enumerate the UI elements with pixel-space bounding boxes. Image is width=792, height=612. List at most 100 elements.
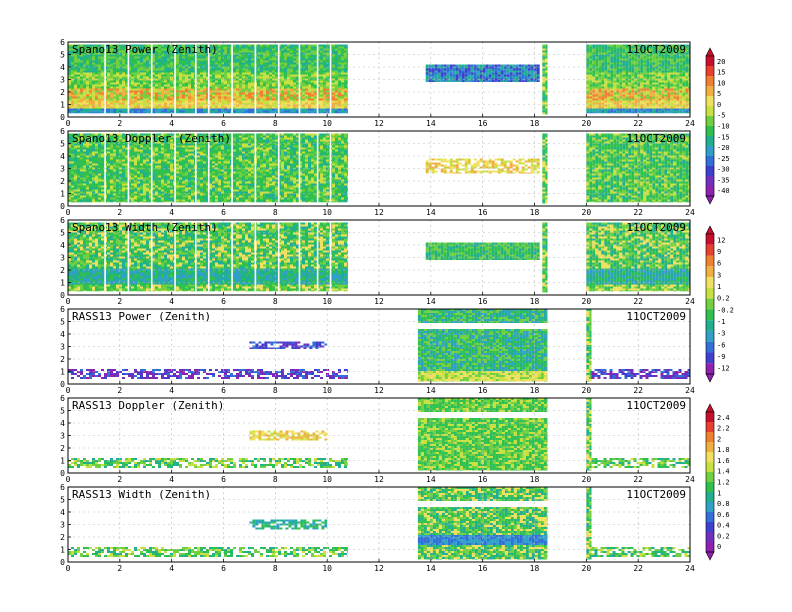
- heatmap-cell: [685, 104, 689, 107]
- heatmap-cell: [98, 92, 101, 95]
- heatmap-cell: [203, 86, 206, 89]
- heatmap-cell: [116, 60, 119, 63]
- heatmap-cell: [284, 88, 287, 91]
- heatmap-cell: [200, 44, 203, 47]
- heatmap-cell: [604, 48, 608, 51]
- heatmap-cell: [652, 94, 656, 97]
- heatmap-cell: [655, 86, 659, 89]
- heatmap-cell: [317, 50, 320, 53]
- heatmap-cell: [116, 90, 119, 93]
- heatmap-cell: [110, 70, 113, 73]
- heatmap-cell: [170, 44, 173, 47]
- heatmap-cell: [341, 56, 344, 59]
- heatmap-cell: [655, 76, 659, 79]
- heatmap-cell: [637, 104, 641, 107]
- heatmap-cell: [320, 110, 323, 113]
- heatmap-cell: [464, 64, 468, 67]
- heatmap-cell: [146, 104, 149, 107]
- heatmap-cell: [473, 68, 477, 71]
- heatmap-cell: [242, 100, 245, 103]
- heatmap-cell: [344, 50, 347, 53]
- heatmap-cell: [518, 72, 522, 75]
- heatmap-cell: [586, 46, 590, 49]
- heatmap-cell: [95, 112, 98, 114]
- heatmap-cell: [284, 92, 287, 95]
- heatmap-cell: [613, 44, 617, 47]
- heatmap-cell: [269, 82, 272, 85]
- heatmap-cell: [631, 90, 635, 93]
- heatmap-cell: [308, 88, 311, 91]
- heatmap-cell: [185, 82, 188, 85]
- heatmap-cell: [326, 70, 329, 73]
- heatmap-cell: [251, 80, 254, 83]
- heatmap-cell: [458, 70, 462, 73]
- heatmap-cell: [140, 104, 143, 107]
- heatmap-cell: [604, 80, 608, 83]
- heatmap-cell: [164, 44, 167, 47]
- heatmap-cell: [619, 102, 623, 105]
- heatmap-cell: [281, 54, 284, 57]
- heatmap-cell: [140, 110, 143, 113]
- heatmap-cell: [667, 60, 671, 63]
- heatmap-cell: [655, 74, 659, 77]
- heatmap-cell: [338, 62, 341, 65]
- heatmap-cell: [625, 104, 629, 107]
- heatmap-cell: [341, 58, 344, 61]
- heatmap-cell: [290, 108, 293, 111]
- heatmap-cell: [152, 106, 155, 109]
- heatmap-cell: [338, 82, 341, 85]
- heatmap-cell: [604, 56, 608, 59]
- heatmap-cell: [625, 52, 629, 55]
- heatmap-cell: [134, 94, 137, 97]
- heatmap-cell: [595, 58, 599, 61]
- heatmap-cell: [281, 62, 284, 65]
- heatmap-cell: [107, 74, 110, 77]
- heatmap-cell: [92, 106, 95, 109]
- heatmap-cell: [296, 104, 299, 107]
- heatmap-cell: [83, 98, 86, 101]
- heatmap-cell: [86, 56, 89, 59]
- heatmap-cell: [601, 74, 605, 77]
- heatmap-cell: [272, 96, 275, 99]
- heatmap-cell: [227, 110, 230, 113]
- heatmap-cell: [443, 80, 447, 82]
- heatmap-cell: [634, 90, 638, 93]
- heatmap-cell: [284, 104, 287, 107]
- heatmap-cell: [628, 108, 632, 111]
- heatmap-cell: [290, 92, 293, 95]
- heatmap-cell: [266, 106, 269, 109]
- heatmap-cell: [92, 66, 95, 69]
- heatmap-cell: [227, 70, 230, 73]
- heatmap-cell: [637, 64, 641, 67]
- heatmap-cell: [74, 108, 77, 111]
- heatmap-cell: [634, 72, 638, 75]
- heatmap-cell: [179, 84, 182, 87]
- heatmap-cell: [670, 86, 674, 89]
- heatmap-cell: [71, 62, 74, 65]
- heatmap-cell: [155, 94, 158, 97]
- heatmap-cell: [98, 84, 101, 87]
- heatmap-cell: [425, 70, 429, 73]
- heatmap-cell: [344, 52, 347, 55]
- heatmap-cell: [203, 74, 206, 77]
- heatmap-cell: [152, 102, 155, 105]
- heatmap-cell: [134, 92, 137, 95]
- heatmap-cell: [206, 70, 209, 73]
- heatmap-cell: [221, 112, 224, 114]
- heatmap-cell: [176, 52, 179, 55]
- heatmap-cell: [679, 70, 683, 73]
- heatmap-cell: [251, 66, 254, 69]
- heatmap-cell: [682, 72, 686, 75]
- heatmap-cell: [101, 80, 104, 83]
- heatmap-cell: [530, 64, 534, 67]
- heatmap-cell: [625, 76, 629, 79]
- heatmap-cell: [305, 72, 308, 75]
- heatmap-cell: [248, 46, 251, 49]
- heatmap-cell: [434, 74, 438, 77]
- heatmap-cell: [242, 94, 245, 97]
- heatmap-cell: [631, 104, 635, 107]
- heatmap-cell: [176, 80, 179, 83]
- heatmap-cell: [643, 88, 647, 91]
- heatmap-cell: [679, 84, 683, 87]
- heatmap-cell: [655, 60, 659, 63]
